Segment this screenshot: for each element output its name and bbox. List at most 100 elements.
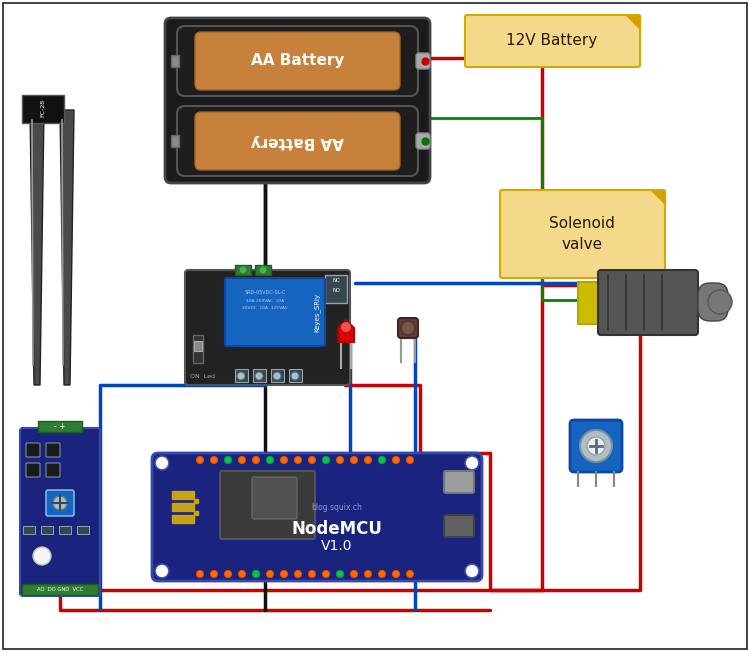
FancyBboxPatch shape xyxy=(46,463,60,477)
Bar xyxy=(172,515,194,523)
Bar xyxy=(235,369,248,382)
Circle shape xyxy=(155,564,169,578)
Circle shape xyxy=(259,266,267,274)
FancyBboxPatch shape xyxy=(46,443,60,457)
Circle shape xyxy=(406,570,413,578)
Circle shape xyxy=(253,570,260,578)
FancyBboxPatch shape xyxy=(598,270,698,335)
Text: NC: NC xyxy=(332,278,340,283)
Circle shape xyxy=(238,456,245,464)
Circle shape xyxy=(364,570,371,578)
Polygon shape xyxy=(626,15,640,29)
Bar xyxy=(172,503,194,511)
FancyBboxPatch shape xyxy=(500,190,665,278)
Bar xyxy=(235,265,251,275)
Circle shape xyxy=(155,456,169,470)
Circle shape xyxy=(53,496,67,510)
Bar xyxy=(22,95,64,123)
Circle shape xyxy=(350,456,358,464)
Circle shape xyxy=(266,570,274,578)
Circle shape xyxy=(196,570,203,578)
Text: V1.0: V1.0 xyxy=(321,539,352,553)
Circle shape xyxy=(273,372,281,380)
Bar xyxy=(77,526,89,534)
Bar xyxy=(255,265,271,275)
Circle shape xyxy=(280,456,287,464)
Bar xyxy=(172,491,194,499)
Bar xyxy=(171,55,179,67)
FancyBboxPatch shape xyxy=(20,428,100,596)
Circle shape xyxy=(708,290,732,314)
FancyBboxPatch shape xyxy=(444,515,474,537)
Bar xyxy=(271,369,284,382)
Circle shape xyxy=(211,570,218,578)
Circle shape xyxy=(392,570,400,578)
FancyBboxPatch shape xyxy=(225,278,325,346)
Circle shape xyxy=(401,321,415,335)
Circle shape xyxy=(587,437,605,455)
Circle shape xyxy=(196,456,203,464)
Circle shape xyxy=(465,456,479,470)
Circle shape xyxy=(379,456,386,464)
Bar xyxy=(194,341,202,351)
Text: 12V Battery: 12V Battery xyxy=(506,33,598,48)
Text: Solenoid
valve: Solenoid valve xyxy=(549,216,615,252)
Circle shape xyxy=(211,456,218,464)
Bar xyxy=(41,526,53,534)
Bar xyxy=(289,369,302,382)
FancyBboxPatch shape xyxy=(26,463,40,477)
Circle shape xyxy=(406,456,413,464)
Text: NodeMCU: NodeMCU xyxy=(292,520,382,538)
Circle shape xyxy=(322,570,329,578)
Circle shape xyxy=(291,372,299,380)
Text: - +: - + xyxy=(54,422,66,431)
FancyBboxPatch shape xyxy=(195,112,400,170)
Circle shape xyxy=(364,456,371,464)
Circle shape xyxy=(266,456,274,464)
Text: blog.squix.ch: blog.squix.ch xyxy=(311,503,362,512)
Text: 30VDC  10A  125VAC: 30VDC 10A 125VAC xyxy=(242,306,288,310)
Bar xyxy=(325,275,347,303)
Circle shape xyxy=(238,570,245,578)
Text: NO: NO xyxy=(332,288,340,293)
Text: AA Battery: AA Battery xyxy=(251,134,344,149)
Circle shape xyxy=(239,266,247,274)
Circle shape xyxy=(253,456,260,464)
Circle shape xyxy=(379,570,386,578)
Circle shape xyxy=(580,430,612,462)
Text: Keyes_SRly: Keyes_SRly xyxy=(314,293,320,332)
FancyBboxPatch shape xyxy=(252,477,297,519)
Circle shape xyxy=(465,564,479,578)
Circle shape xyxy=(308,570,316,578)
Circle shape xyxy=(237,372,245,380)
FancyBboxPatch shape xyxy=(398,318,418,338)
Circle shape xyxy=(33,547,51,565)
Circle shape xyxy=(224,456,232,464)
Circle shape xyxy=(224,456,232,464)
Circle shape xyxy=(280,570,287,578)
FancyBboxPatch shape xyxy=(165,18,430,183)
Bar xyxy=(22,584,98,595)
Text: ON  Led: ON Led xyxy=(190,374,215,379)
Bar xyxy=(59,526,71,534)
Bar xyxy=(194,511,198,515)
Circle shape xyxy=(322,456,329,464)
Bar xyxy=(193,335,203,363)
FancyBboxPatch shape xyxy=(465,15,640,67)
Circle shape xyxy=(295,456,302,464)
FancyBboxPatch shape xyxy=(416,133,430,149)
Circle shape xyxy=(337,570,344,578)
FancyBboxPatch shape xyxy=(444,471,474,493)
Polygon shape xyxy=(651,190,665,204)
Text: 10A 250VAC  10A: 10A 250VAC 10A xyxy=(246,299,284,303)
Circle shape xyxy=(253,570,260,578)
FancyBboxPatch shape xyxy=(46,490,74,516)
FancyBboxPatch shape xyxy=(570,420,622,472)
FancyBboxPatch shape xyxy=(698,283,728,321)
Bar xyxy=(578,282,600,324)
Bar xyxy=(23,526,35,534)
Polygon shape xyxy=(60,110,74,385)
FancyBboxPatch shape xyxy=(152,453,482,581)
FancyBboxPatch shape xyxy=(416,53,430,69)
Text: FC-28: FC-28 xyxy=(40,99,46,117)
